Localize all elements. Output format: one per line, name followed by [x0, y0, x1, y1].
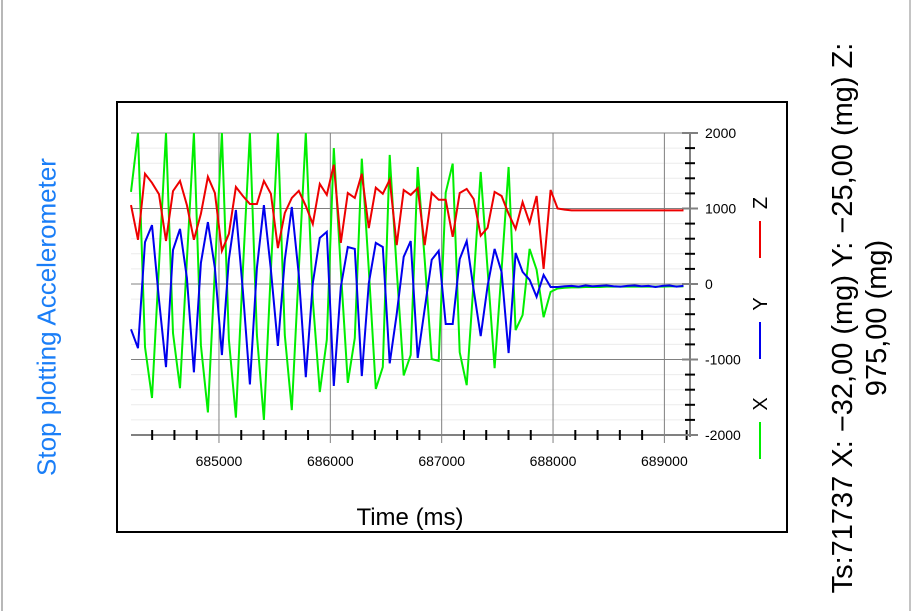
y-tick-label: 2000: [705, 125, 736, 141]
x-tick-labels: 685000 686000 687000 688000 689000: [196, 453, 688, 469]
x-tick-label: 688000: [530, 453, 577, 469]
legend-label-y: Y: [750, 297, 772, 310]
x-tick-label: 689000: [641, 453, 688, 469]
sensor-readout: Ts:71737 X: −32,00 (mg) Y: −25,00 (mg) Z…: [827, 42, 893, 594]
x-tick-label: 685000: [196, 453, 243, 469]
y-tick-labels: 2000 1000 0 -1000 -2000: [705, 125, 741, 443]
x-tick-label: 687000: [418, 453, 465, 469]
y-tick-label: 0: [705, 276, 713, 292]
legend: Z Y X: [750, 197, 772, 459]
x-tick-label: 686000: [307, 453, 354, 469]
left-edge-divider: [1, 0, 3, 611]
legend-label-z: Z: [750, 197, 772, 209]
series-lines: [130, 132, 684, 420]
x-axis-title: Time (ms): [356, 504, 463, 531]
axes: [131, 132, 698, 440]
y-tick-label: -1000: [705, 352, 741, 368]
series-line-y: [130, 204, 684, 386]
right-edge-divider: [909, 0, 911, 611]
y-tick-label: -2000: [705, 427, 741, 443]
y-tick-label: 1000: [705, 201, 736, 217]
series-line-z: [130, 164, 684, 269]
legend-label-x: X: [750, 397, 772, 410]
